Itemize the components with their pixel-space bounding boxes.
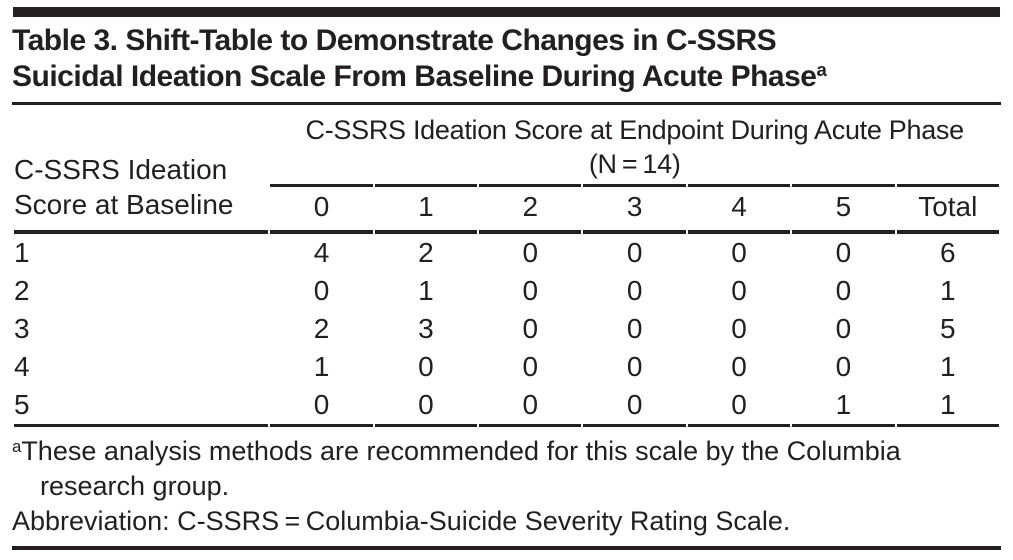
cell-value: 0: [522, 275, 539, 306]
cell-value: 3: [418, 313, 434, 344]
row-label: 2: [14, 275, 30, 306]
cell-value: 0: [731, 351, 747, 382]
column-header-5: 5: [792, 184, 895, 234]
column-header-4: 4: [687, 184, 791, 234]
cell-value: 1: [792, 386, 895, 427]
cell-value: 1: [939, 351, 956, 382]
column-header-3: 3: [583, 184, 686, 234]
cell-value: 0: [626, 237, 643, 268]
row-label: 3: [14, 313, 30, 344]
title-superscript: a: [816, 59, 827, 80]
column-header-2: 2: [479, 184, 582, 234]
cell-value: 5: [939, 313, 956, 344]
footnote-a-line-2: research group.: [40, 471, 230, 501]
table-row: 3 2 3 0 0 0 0 5: [14, 310, 999, 348]
stub-header: C-SSRS Ideation Score at Baseline: [14, 107, 269, 234]
stub-header-line-1: C-SSRS Ideation: [14, 154, 228, 185]
cell-value: 0: [583, 386, 686, 427]
cell-value: 6: [939, 237, 956, 268]
title-line-1: Table 3. Shift-Table to Demonstrate Chan…: [12, 24, 777, 57]
title-line-2: Suicidal Ideation Scale From Baseline Du…: [12, 59, 827, 93]
cell-value: 0: [835, 237, 852, 268]
abbreviation-note: Abbreviation: C-SSRS = Columbia-Suicide …: [12, 506, 791, 536]
cell-value: 4: [313, 237, 330, 268]
column-header-0: 0: [270, 184, 373, 234]
cell-value: 0: [479, 386, 582, 427]
column-header-row: 0 1 2 3 4 5 Total: [14, 184, 999, 234]
title-rule: [12, 102, 1001, 105]
table-title: Table 3. Shift-Table to Demonstrate Chan…: [12, 23, 1001, 95]
cell-value: 0: [731, 313, 747, 344]
span-header-row: C-SSRS Ideation Score at Baseline C-SSRS…: [14, 107, 999, 234]
table-row: 4 1 0 0 0 0 0 1: [14, 348, 999, 386]
table-row: 1 4 2 0 0 0 0 6: [14, 234, 999, 272]
footnote-marker: a: [12, 437, 22, 456]
table-row: 2 0 1 0 0 0 0 1: [14, 272, 999, 310]
cell-value: 0: [835, 351, 852, 382]
footnotes: aThese analysis methods are recommended …: [12, 434, 1001, 539]
cell-value: 1: [939, 275, 956, 306]
span-header-text: C-SSRS Ideation Score at Endpoint During…: [305, 115, 965, 145]
cell-value: 2: [313, 313, 330, 344]
cell-value: 0: [626, 275, 643, 306]
stub-header-line-2: Score at Baseline: [14, 189, 234, 220]
cell-value: 0: [626, 351, 643, 382]
cell-value: 0: [374, 386, 478, 427]
span-header: C-SSRS Ideation Score at Endpoint During…: [270, 107, 999, 184]
cell-value: 0: [731, 237, 747, 268]
cell-value: 1: [896, 386, 999, 427]
cell-value: 0: [522, 351, 539, 382]
row-label: 5: [14, 386, 269, 427]
cell-value: 0: [313, 275, 330, 306]
column-header-total: Total: [896, 184, 999, 234]
cell-value: 0: [626, 313, 643, 344]
top-bar-rule: [13, 7, 1000, 17]
cell-value: 0: [731, 275, 747, 306]
row-label: 4: [14, 351, 30, 382]
table-header: C-SSRS Ideation Score at Baseline C-SSRS…: [14, 107, 999, 234]
column-header-1: 1: [374, 184, 478, 234]
cell-value: 2: [418, 237, 434, 268]
cell-value: 0: [418, 351, 434, 382]
cell-value: 1: [313, 351, 330, 382]
shift-table: C-SSRS Ideation Score at Baseline C-SSRS…: [12, 107, 1001, 427]
cell-value: 0: [522, 237, 539, 268]
cell-value: 1: [418, 275, 434, 306]
footnote-a-line-1: aThese analysis methods are recommended …: [12, 436, 901, 466]
row-label: 1: [14, 237, 30, 268]
cell-value: 0: [270, 386, 373, 427]
cell-value: 0: [835, 313, 852, 344]
cell-value: 0: [522, 313, 539, 344]
cell-value: 0: [687, 386, 791, 427]
cell-value: 0: [835, 275, 852, 306]
bottom-rule: [12, 546, 1001, 550]
span-header-n: (N = 14): [588, 149, 681, 179]
